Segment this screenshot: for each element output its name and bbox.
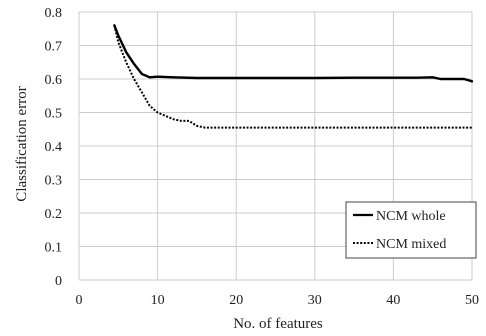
- y-tick-label: 0.7: [45, 40, 63, 55]
- legend-box: [345, 201, 477, 259]
- y-tick-label: 0.1: [45, 241, 63, 256]
- y-tick-label: 0.3: [45, 174, 63, 189]
- y-tick-label: 0.6: [45, 73, 63, 88]
- series-line-ncm-mixed: [113, 25, 472, 129]
- x-tick-label: 20: [229, 293, 243, 308]
- y-tick-label: 0.5: [45, 107, 63, 122]
- x-tick-label: 40: [386, 293, 400, 308]
- x-tick-label: 50: [465, 293, 479, 308]
- series-line-ncm-whole: [113, 24, 474, 83]
- tick-labels: 0 0.1 0.2 0.3 0.4 0.5 0.6 0.7 0.8 0 10 20 30 40 50: [45, 6, 480, 308]
- y-tick-label: 0.2: [45, 207, 63, 222]
- x-tick-label: 0: [76, 293, 83, 308]
- legend-label-ncm-whole: NCM whole: [376, 209, 446, 224]
- y-axis-label: Classification error: [14, 86, 30, 201]
- x-axis-label: No. of features: [233, 316, 323, 332]
- legend: NCM whole NCM mixed: [345, 201, 477, 259]
- y-tick-label: 0.4: [45, 140, 63, 155]
- x-tick-label: 30: [308, 293, 322, 308]
- series-layer: [113, 24, 474, 129]
- y-tick-label: 0: [55, 274, 62, 289]
- y-tick-label: 0.8: [45, 6, 63, 21]
- x-tick-label: 10: [151, 293, 165, 308]
- legend-label-ncm-mixed: NCM mixed: [376, 237, 446, 252]
